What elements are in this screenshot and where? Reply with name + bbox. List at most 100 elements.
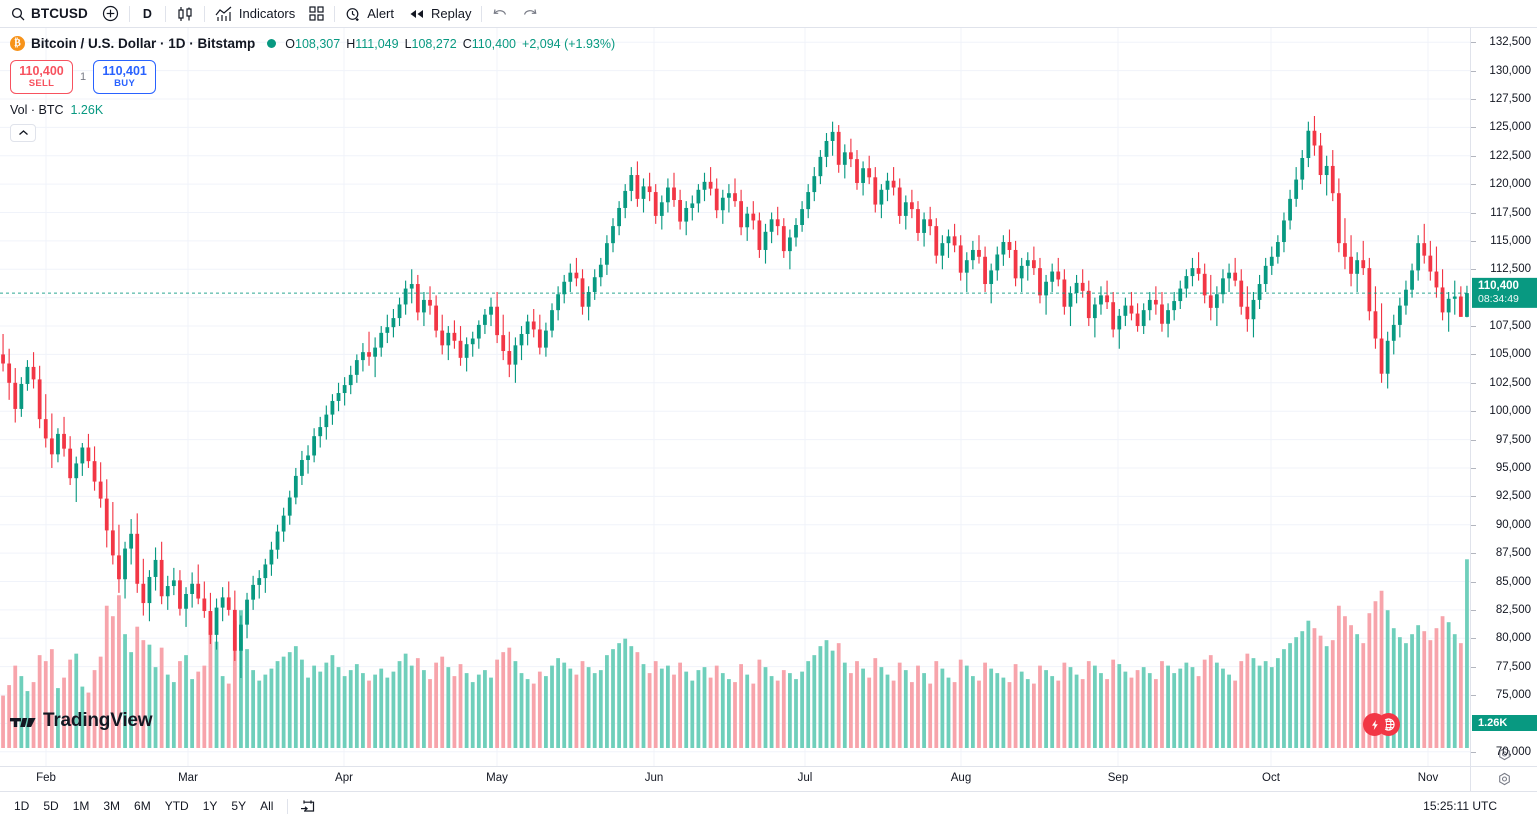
price-tick-mark	[1471, 751, 1476, 753]
range-button-5y[interactable]: 5Y	[231, 799, 247, 813]
chart-type-button[interactable]	[169, 2, 201, 26]
undo-arrow-icon	[492, 7, 508, 21]
price-tick-label: 82,500	[1495, 603, 1531, 616]
sell-label: SELL	[28, 77, 55, 89]
indicators-button[interactable]: Indicators	[208, 2, 302, 26]
range-button-ytd[interactable]: YTD	[164, 799, 189, 813]
price-tick-label: 127,500	[1489, 92, 1531, 105]
axis-settings-button[interactable]	[1471, 747, 1537, 762]
price-tick-label: 117,500	[1490, 206, 1531, 219]
range-button-3m[interactable]: 3M	[103, 799, 121, 813]
price-tick-label: 70,000	[1495, 745, 1531, 758]
price-tick-mark	[1471, 666, 1476, 668]
time-tick-label: Mar	[178, 772, 198, 784]
price-tick-mark	[1471, 42, 1476, 44]
interval-button[interactable]: D	[133, 2, 162, 26]
price-tick-label: 87,500	[1495, 547, 1531, 560]
price-tick-label: 115,000	[1490, 234, 1531, 247]
spread-value: 1	[80, 71, 87, 83]
add-symbol-button[interactable]	[95, 2, 126, 26]
current-price-badge: 110,400 08:34:49	[1472, 277, 1537, 309]
price-tick-label: 105,000	[1489, 348, 1531, 361]
price-tick-label: 85,000	[1495, 575, 1531, 588]
candlestick-icon	[176, 6, 194, 22]
candlestick-chart-svg	[0, 28, 1470, 766]
buy-button[interactable]: 110,401 BUY	[93, 60, 157, 94]
range-button-1d[interactable]: 1D	[14, 799, 30, 813]
chevron-up-icon	[18, 129, 29, 137]
time-axis-settings-button[interactable]	[1470, 767, 1537, 791]
range-button-6m[interactable]: 6M	[134, 799, 151, 813]
time-tick-label: Oct	[1262, 772, 1280, 784]
bottom-divider	[287, 798, 289, 814]
price-tick-label: 132,500	[1489, 36, 1531, 49]
price-tick-mark	[1471, 70, 1476, 72]
time-tick-label: Nov	[1417, 772, 1439, 784]
price-tick-mark	[1471, 524, 1476, 526]
price-tick-label: 75,000	[1495, 689, 1531, 702]
undo-button[interactable]	[485, 2, 515, 26]
redo-arrow-icon	[522, 7, 538, 21]
symbol-label: BTCUSD	[31, 6, 88, 21]
toolbar-divider	[481, 5, 483, 22]
symbol-search-button[interactable]: BTCUSD	[4, 2, 95, 26]
indicators-icon	[215, 6, 233, 22]
price-tick-label: 125,000	[1489, 121, 1531, 134]
replay-label: Replay	[431, 6, 472, 21]
price-tick-label: 112,500	[1490, 263, 1531, 276]
goto-date-icon	[301, 799, 315, 812]
price-tick-mark	[1471, 695, 1476, 697]
toolbar-divider	[164, 5, 166, 22]
collapse-pane-button[interactable]	[10, 124, 36, 142]
goto-date-button[interactable]	[296, 794, 320, 818]
lightning-bolt-icon[interactable]	[1363, 713, 1386, 736]
price-tick-mark	[1471, 98, 1476, 100]
price-tick-mark	[1471, 212, 1476, 214]
replay-button[interactable]: Replay	[401, 2, 478, 26]
time-tick-label: May	[486, 772, 508, 784]
templates-button[interactable]	[302, 2, 331, 26]
search-icon	[11, 7, 25, 21]
top-toolbar: BTCUSD D	[0, 0, 1537, 28]
range-button-5d[interactable]: 5D	[43, 799, 59, 813]
price-tick-mark	[1471, 127, 1476, 129]
price-tick-label: 92,500	[1495, 490, 1531, 503]
price-tick-label: 90,000	[1495, 518, 1531, 531]
redo-button[interactable]	[515, 2, 545, 26]
time-tick-label: Jul	[797, 772, 813, 784]
price-tick-mark	[1471, 581, 1476, 583]
time-tick-label: Apr	[335, 772, 353, 784]
range-button-1m[interactable]: 1M	[72, 799, 90, 813]
bottom-bar: 1D 5D 1M 3M 6M YTD 1Y 5Y All 15:25:11 UTC	[0, 792, 1537, 820]
alert-label: Alert	[367, 6, 394, 21]
floating-badges	[1363, 713, 1400, 736]
grid-templates-icon	[309, 6, 324, 21]
range-button-all[interactable]: All	[260, 799, 274, 813]
price-axis[interactable]: 132,500 130,000 127,500 125,000 122,500 120,0…	[1470, 28, 1537, 766]
price-tick-mark	[1471, 184, 1476, 186]
price-tick-mark	[1471, 354, 1476, 356]
price-tick-mark	[1471, 326, 1476, 328]
alert-button[interactable]: Alert	[338, 2, 401, 26]
price-tick-label: 77,500	[1495, 660, 1531, 673]
chart-pane[interactable]: ₿ Bitcoin / U.S. Dollar · 1D · Bitstamp …	[0, 28, 1470, 766]
sell-button[interactable]: 110,400 SELL	[10, 60, 73, 94]
buy-price: 110,401	[102, 64, 147, 79]
time-axis[interactable]: Feb Mar Apr May Jun Jul Aug Sep Oct Nov	[0, 766, 1537, 792]
price-tick-label: 100,000	[1489, 405, 1531, 418]
price-tick-mark	[1471, 382, 1476, 384]
utc-clock: 15:25:11 UTC	[1423, 799, 1497, 813]
price-tick-mark	[1471, 411, 1476, 413]
range-buttons-group: 1D 5D 1M 3M 6M YTD 1Y 5Y All	[8, 797, 279, 815]
bar-countdown: 08:34:49	[1478, 293, 1519, 306]
price-tick-mark	[1471, 155, 1476, 157]
current-price-value: 110,400	[1478, 279, 1519, 292]
price-tick-label: 95,000	[1495, 461, 1531, 474]
indicators-label: Indicators	[238, 6, 296, 21]
range-button-1y[interactable]: 1Y	[202, 799, 218, 813]
time-settings-icon	[1498, 772, 1510, 785]
price-tick-label: 120,000	[1489, 178, 1531, 191]
toolbar-divider	[334, 5, 336, 22]
price-tick-label: 80,000	[1495, 632, 1531, 645]
price-tick-label: 102,500	[1489, 376, 1531, 389]
